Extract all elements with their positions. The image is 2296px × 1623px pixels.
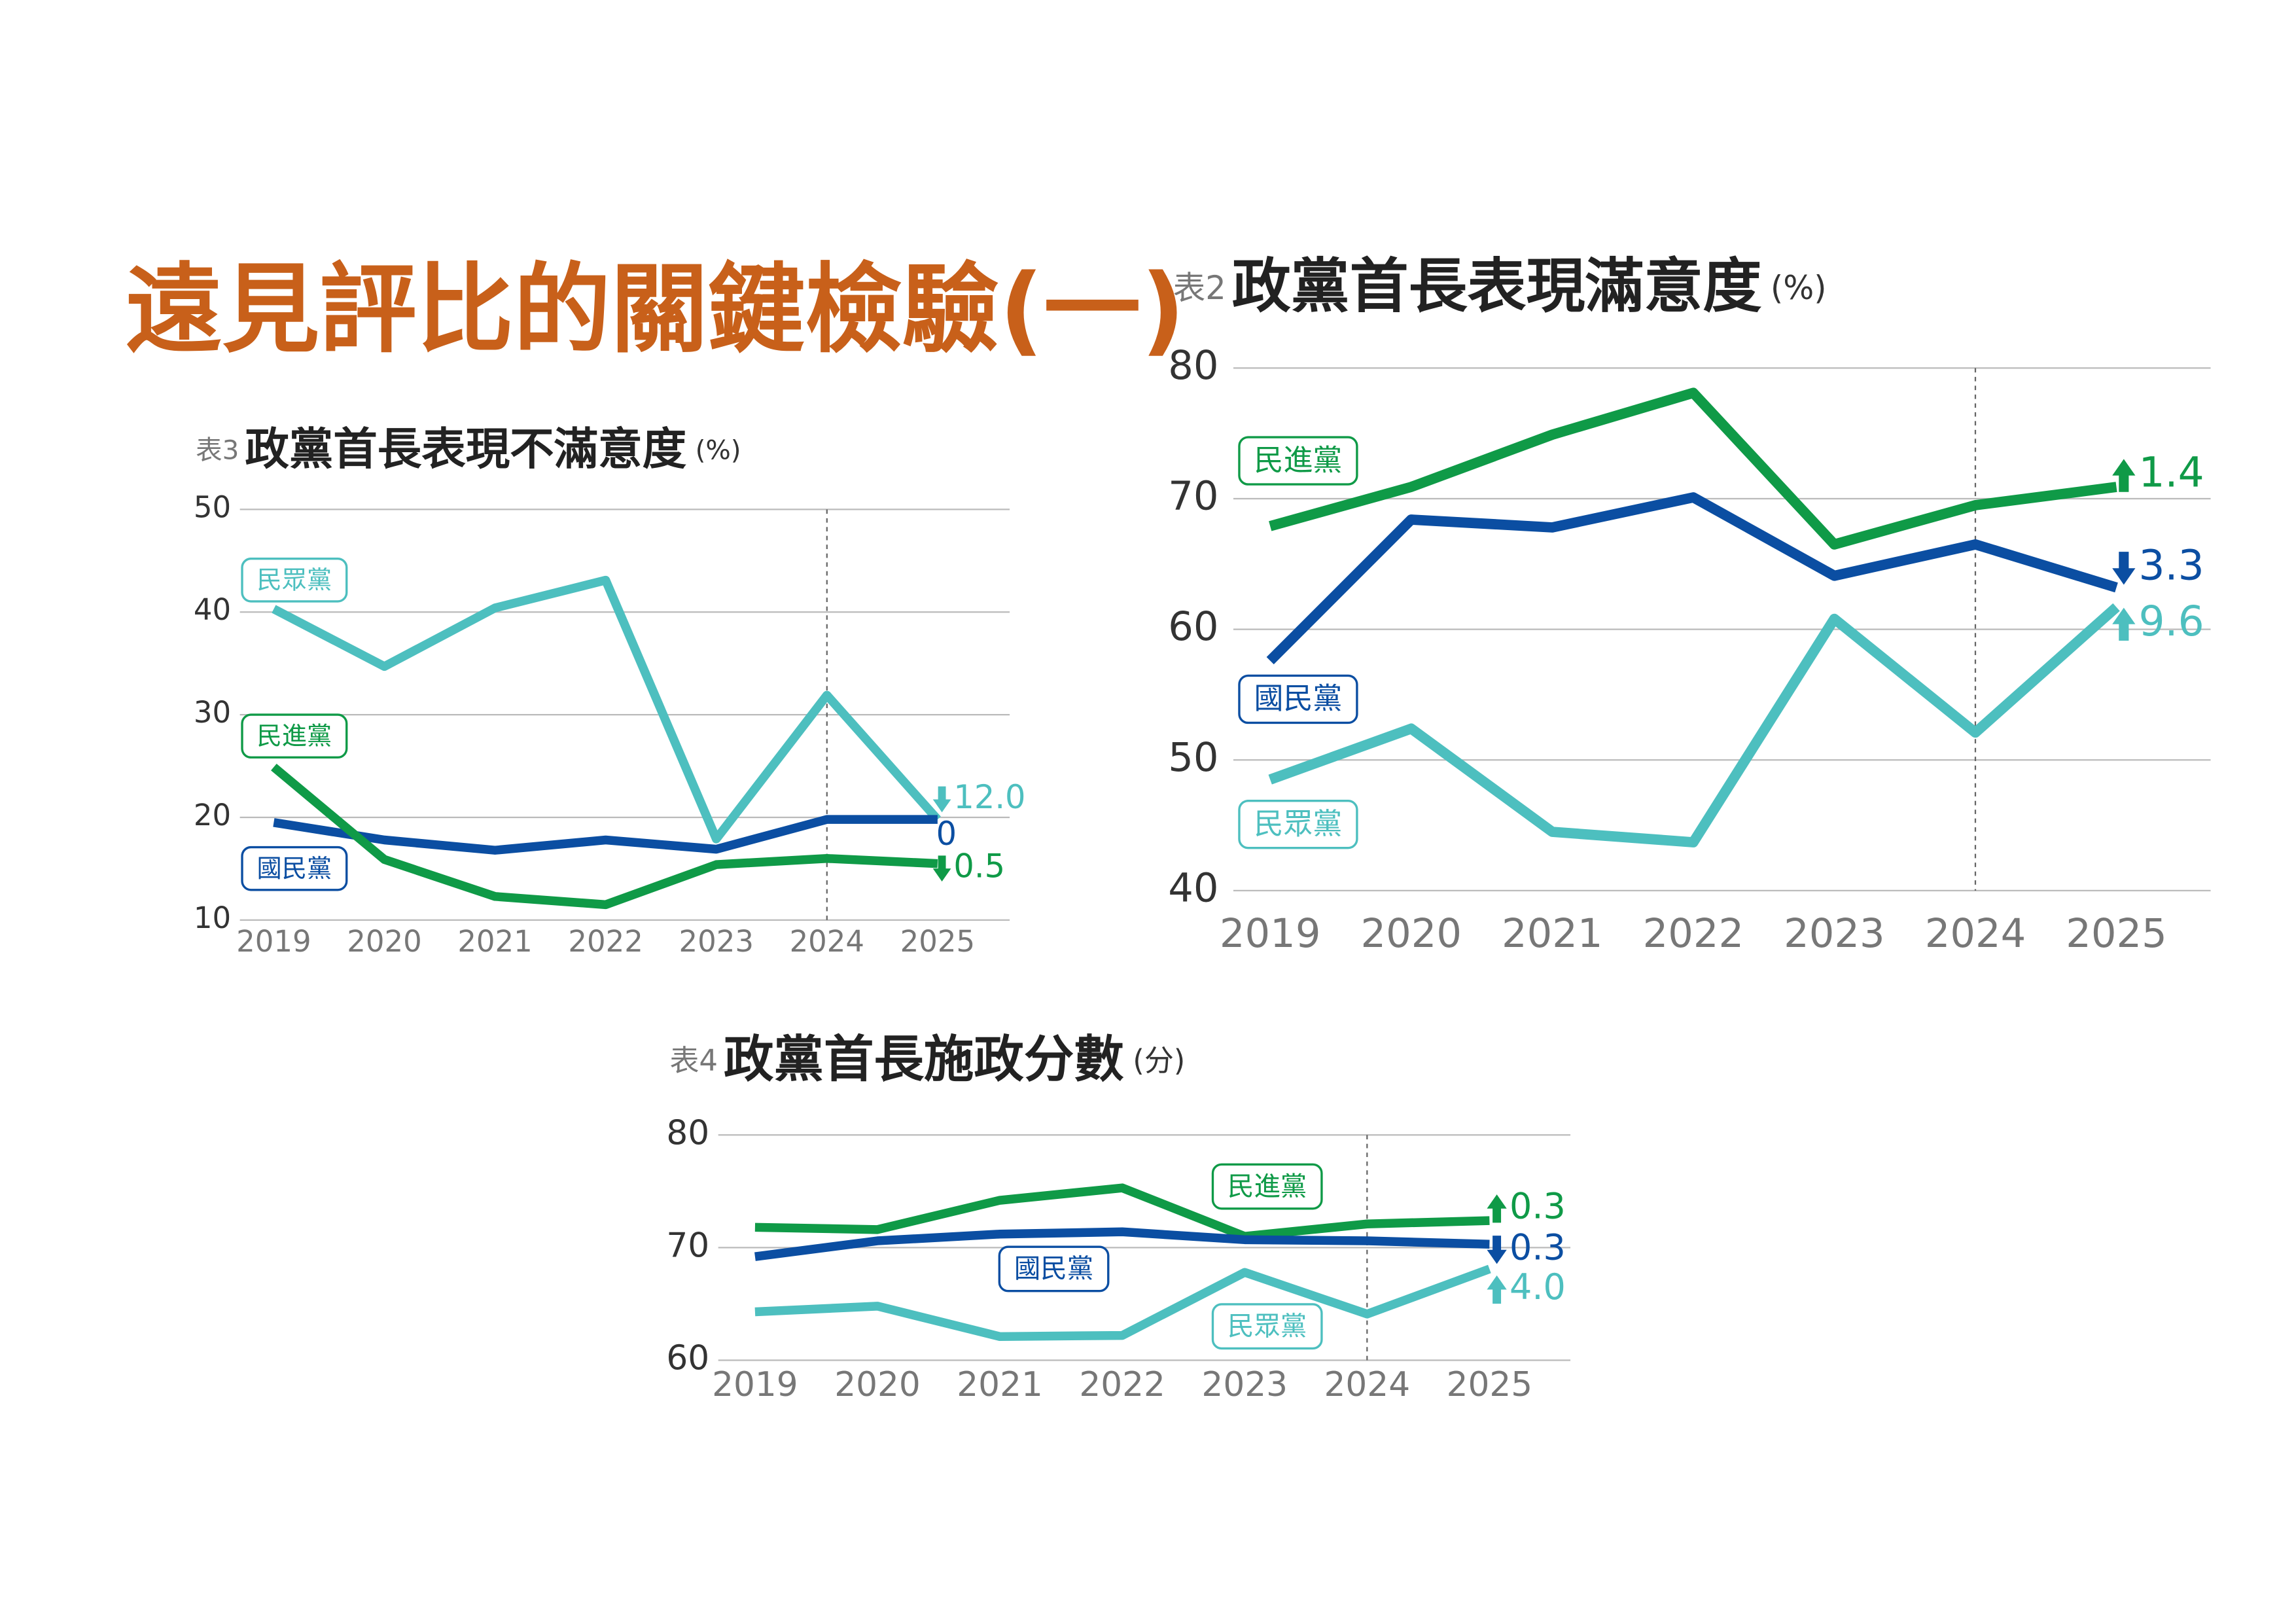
change-label: 0.3 [1510,1226,1566,1268]
series-line [1269,387,2117,550]
change-label: 4.0 [1510,1266,1566,1308]
series-label: 民眾黨 [257,566,332,595]
change-label: 9.6 [2138,597,2204,645]
series-label-box [998,1245,1110,1293]
x-tick-label: 2025 [2066,911,2167,957]
series-label-box [241,557,348,603]
change-arrow [932,786,951,813]
x-tick-label: 2022 [1643,911,1744,957]
x-tick-label: 2023 [1784,911,1885,957]
y-tick-label: 60 [666,1338,709,1378]
series-line [1268,603,2120,847]
series-label: 國民黨 [1254,681,1342,716]
x-tick-label: 2022 [1079,1365,1165,1404]
x-tick-label: 2019 [1220,911,1321,957]
y-tick-label: 50 [1168,735,1218,781]
change-arrow [1487,1275,1507,1304]
change-arrow [1487,1194,1507,1223]
chart-heading: 表4 政黨首長施政分數 (分) [669,1031,1185,1089]
x-tick-label: 2021 [1502,911,1603,957]
series-line [272,575,941,844]
x-tick-label: 2025 [1447,1365,1533,1404]
series-label-box [1238,436,1358,486]
x-tick-label: 2024 [790,924,864,959]
y-tick-label: 40 [1168,865,1218,911]
x-tick-label: 2025 [900,924,975,959]
change-arrow [1487,1236,1507,1264]
change-arrow [2112,552,2136,585]
chart-heading: 表2 政黨首長表現滿意度 (%) [1173,252,1827,321]
y-tick-label: 60 [1168,604,1218,650]
series-line [271,763,938,910]
x-tick-label: 2023 [1201,1365,1288,1404]
chart-tag: 表4 [669,1043,718,1078]
chart-tag: 表3 [196,435,239,466]
series-line [754,1264,1491,1342]
series-label: 民進黨 [257,722,332,751]
chart-title: 政黨首長施政分數 [724,1031,1124,1089]
x-tick-label: 2024 [1925,911,2026,957]
chart-unit: (%) [696,435,741,466]
y-tick-label: 80 [666,1113,709,1152]
series-label: 國民黨 [257,855,332,883]
chart-title: 政黨首長表現滿意度 [1232,252,1762,321]
change-label: 12.0 [953,778,1025,816]
y-tick-label: 30 [194,695,231,730]
x-tick-label: 2021 [957,1365,1043,1404]
x-tick-label: 2023 [679,924,753,959]
series-label-box [1211,1163,1323,1210]
series-label-box [241,713,348,759]
series-label: 民眾黨 [1227,1310,1307,1342]
change-label: 1.4 [2138,449,2204,497]
x-tick-label: 2021 [457,924,532,959]
change-arrow [2112,607,2136,641]
chart-title: 政黨首長表現不滿意度 [245,423,686,474]
y-tick-label: 80 [1168,343,1218,389]
series-line [754,1227,1490,1261]
change-label: 0.5 [953,847,1005,885]
change-label: 0.3 [1510,1185,1566,1226]
x-tick-label: 2019 [236,924,311,959]
change-arrow [2112,459,2136,492]
series-label: 民進黨 [1227,1170,1307,1202]
series-label: 國民黨 [1014,1253,1093,1284]
series-label-box [1238,674,1358,724]
chart-unit: (分) [1133,1043,1185,1078]
change-arrow [932,855,951,882]
y-tick-label: 70 [1168,474,1218,520]
series-label: 民進黨 [1254,442,1342,477]
x-tick-label: 2019 [712,1365,798,1404]
series-label: 民眾黨 [1254,806,1342,841]
chart-tag: 表2 [1173,269,1226,307]
change-label: 0 [936,815,957,853]
y-tick-label: 20 [194,798,231,832]
main-title: 遠見評比的關鍵檢驗(一) [125,253,1185,366]
chart-unit: (%) [1771,269,1827,307]
y-tick-label: 40 [194,592,231,627]
series-label-box [1211,1303,1323,1350]
series-line [273,815,938,855]
y-tick-label: 70 [666,1226,709,1265]
chart-heading: 表3 政黨首長表現不滿意度 (%) [196,423,741,474]
y-tick-label: 50 [194,490,231,524]
change-label: 3.3 [2138,541,2204,589]
series-line [754,1183,1490,1241]
series-label-box [1238,800,1358,849]
x-tick-label: 2020 [834,1365,921,1404]
x-tick-label: 2020 [1360,911,1462,957]
x-tick-label: 2020 [347,924,421,959]
series-line [1266,492,2118,665]
x-tick-label: 2024 [1324,1365,1411,1404]
series-label-box [241,846,348,891]
y-tick-label: 10 [194,901,231,935]
x-tick-label: 2022 [568,924,643,959]
